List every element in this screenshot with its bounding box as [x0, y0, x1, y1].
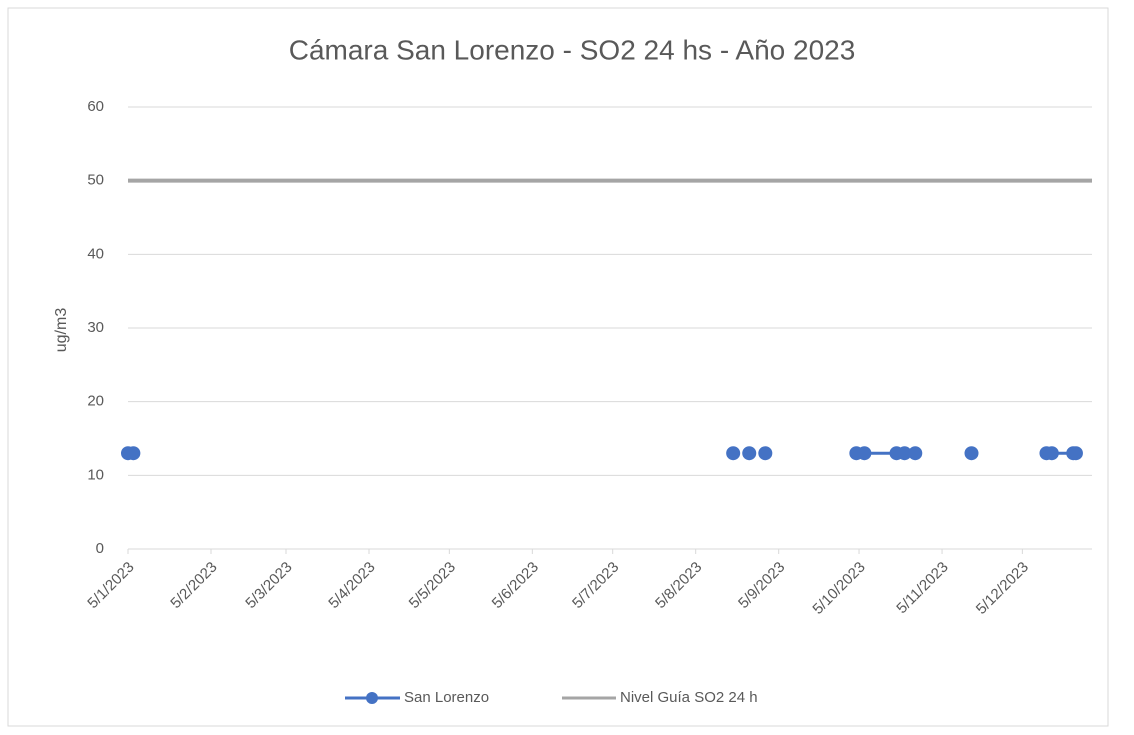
data-point — [1068, 446, 1083, 461]
data-point — [964, 446, 979, 461]
data-point — [897, 446, 912, 461]
legend-label: Nivel Guía SO2 24 h — [620, 689, 758, 706]
y-tick-label: 10 — [87, 466, 104, 483]
chart-title: Cámara San Lorenzo - SO2 24 hs - Año 202… — [289, 34, 856, 65]
data-point — [908, 446, 923, 461]
y-tick-label: 40 — [87, 245, 104, 262]
data-point — [758, 446, 773, 461]
data-point — [126, 446, 141, 461]
data-point — [726, 446, 741, 461]
legend-label: San Lorenzo — [404, 689, 489, 706]
legend-marker — [366, 692, 378, 704]
chart-border — [7, 7, 1109, 727]
y-tick-label: 20 — [87, 393, 104, 410]
y-tick-label: 0 — [96, 540, 104, 557]
data-point — [742, 446, 757, 461]
data-point — [857, 446, 872, 461]
y-axis-label: ug/m3 — [53, 308, 70, 353]
data-point — [1044, 446, 1059, 461]
y-tick-label: 30 — [87, 319, 104, 336]
y-tick-label: 50 — [87, 172, 104, 189]
y-tick-label: 60 — [87, 98, 104, 115]
